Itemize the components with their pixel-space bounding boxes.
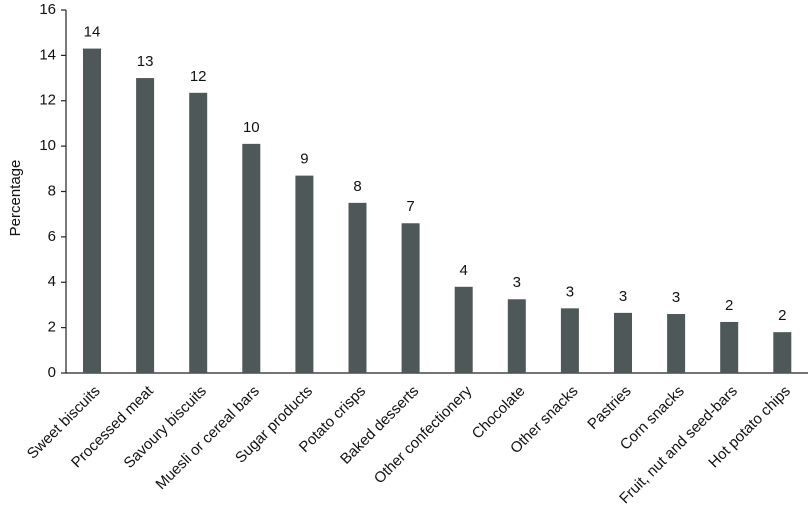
value-label: 3 [672, 289, 680, 306]
bar [560, 308, 579, 373]
bar [348, 202, 367, 373]
value-label: 10 [243, 119, 260, 136]
bar [773, 332, 792, 373]
x-tick-label: Other confectionery [371, 382, 476, 487]
value-label: 13 [137, 53, 154, 70]
y-tick-label: 16 [39, 1, 56, 18]
y-tick-label: 0 [48, 364, 56, 381]
value-label: 8 [353, 178, 361, 195]
value-label: 3 [566, 283, 574, 300]
bar [720, 321, 739, 373]
bar [401, 223, 420, 373]
bar [507, 299, 526, 373]
bar [667, 314, 686, 373]
bar [295, 175, 314, 373]
bar [614, 312, 632, 373]
value-label: 3 [513, 274, 521, 291]
value-label: 14 [84, 24, 101, 41]
bar [242, 143, 261, 373]
value-label: 2 [778, 307, 786, 324]
y-tick-label: 8 [48, 182, 56, 199]
bar [136, 78, 155, 373]
bar [189, 92, 208, 373]
value-label: 2 [725, 297, 733, 314]
y-axis-label: Percentage [7, 160, 24, 237]
bar [83, 48, 101, 373]
x-tick-label: Muesli or cereal bars [152, 383, 262, 493]
x-tick-label: Pastries [584, 383, 634, 433]
y-tick-label: 6 [48, 228, 56, 245]
value-label: 7 [406, 198, 414, 215]
y-tick-label: 4 [48, 273, 56, 290]
value-label: 3 [619, 288, 627, 305]
value-label: 12 [190, 68, 207, 85]
value-label: 9 [300, 151, 308, 168]
y-tick-label: 10 [39, 137, 56, 154]
y-tick-label: 12 [39, 92, 56, 109]
y-tick-label: 14 [39, 46, 56, 63]
bar [454, 286, 473, 373]
value-label: 4 [460, 262, 468, 279]
y-tick-label: 2 [48, 319, 56, 336]
